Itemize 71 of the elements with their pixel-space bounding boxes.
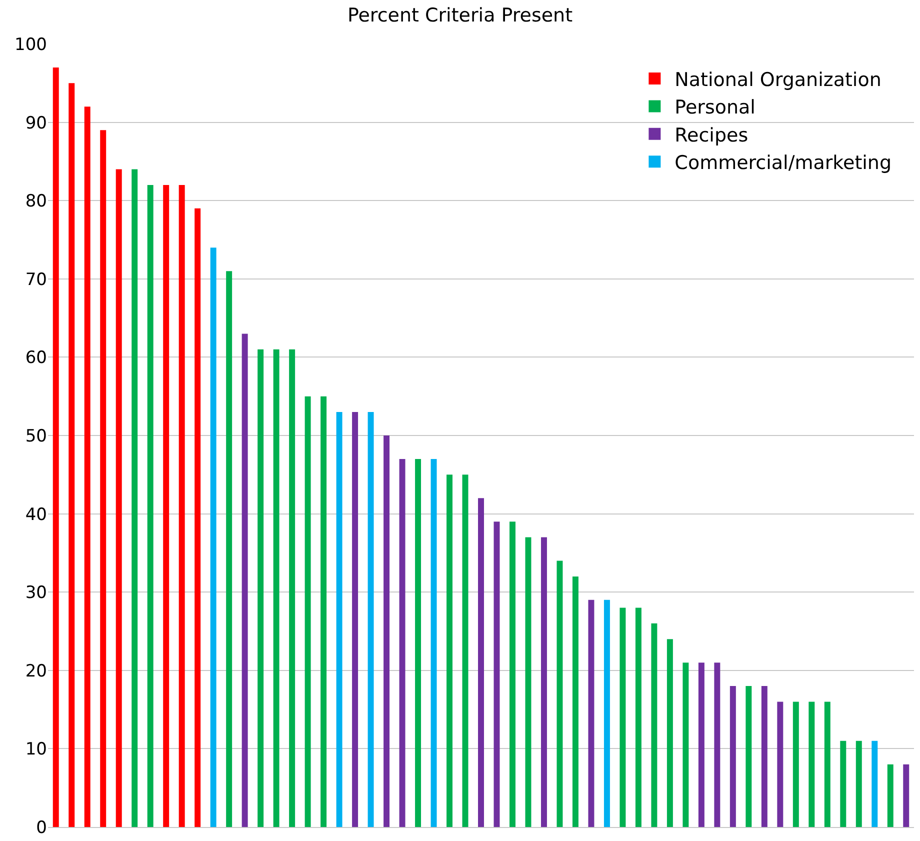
bar xyxy=(462,474,468,827)
bar xyxy=(289,349,296,827)
bar xyxy=(446,474,452,827)
bar xyxy=(651,623,658,827)
bar xyxy=(399,458,406,827)
bar xyxy=(368,412,374,827)
bar xyxy=(352,412,358,827)
bar xyxy=(761,686,768,827)
bar xyxy=(856,740,862,827)
y-tick-label: 10 xyxy=(25,740,47,760)
bar xyxy=(242,334,248,827)
y-tick-label: 100 xyxy=(14,34,47,55)
legend-label: National Organization xyxy=(674,68,882,91)
bar xyxy=(132,169,138,827)
bar xyxy=(840,740,846,827)
bar xyxy=(887,764,894,827)
legend-label: Commercial/marketing xyxy=(674,152,892,174)
bar xyxy=(808,702,815,827)
bar xyxy=(525,537,532,827)
y-tick-label: 90 xyxy=(25,113,47,134)
bar xyxy=(588,600,594,827)
bar xyxy=(147,184,154,827)
bar xyxy=(510,522,516,827)
bar xyxy=(116,169,122,827)
bar xyxy=(68,83,75,827)
y-tick-label: 30 xyxy=(25,583,47,604)
legend-label: Recipes xyxy=(674,124,748,146)
y-tick-label: 50 xyxy=(25,426,47,446)
bar xyxy=(572,576,578,827)
bar xyxy=(698,662,704,827)
bar xyxy=(210,248,216,827)
chart-title: Percent Criteria Present xyxy=(347,4,573,27)
bar xyxy=(194,208,201,827)
legend-label: Personal xyxy=(674,96,756,119)
bar xyxy=(100,130,106,827)
y-tick-label: 20 xyxy=(25,661,47,682)
bar xyxy=(320,396,327,827)
y-tick-label: 80 xyxy=(25,192,47,212)
bar xyxy=(730,686,736,827)
bar xyxy=(824,702,830,827)
bar xyxy=(872,740,878,827)
y-tick-label: 0 xyxy=(36,818,47,838)
bar xyxy=(258,349,264,827)
bar xyxy=(556,560,563,827)
bar xyxy=(792,702,799,827)
bar xyxy=(415,458,422,827)
bar xyxy=(84,106,90,827)
bar xyxy=(163,184,170,827)
bar xyxy=(620,608,626,827)
bar xyxy=(226,271,232,827)
bar xyxy=(682,662,689,827)
bar xyxy=(714,662,720,827)
bar xyxy=(494,522,500,827)
bar xyxy=(604,600,610,827)
bar xyxy=(273,349,280,827)
bar xyxy=(430,458,437,827)
bar xyxy=(384,436,390,827)
y-tick-label: 70 xyxy=(25,270,47,290)
bar xyxy=(304,396,311,827)
y-tick-label: 40 xyxy=(25,504,47,525)
bar xyxy=(666,639,673,827)
bar xyxy=(903,764,910,827)
bar xyxy=(777,702,784,827)
bar xyxy=(746,686,752,827)
bar xyxy=(540,537,547,827)
bar xyxy=(635,608,642,827)
bar xyxy=(52,67,59,827)
bar xyxy=(336,412,342,827)
y-tick-label: 60 xyxy=(25,348,47,368)
bar xyxy=(478,498,484,827)
bar xyxy=(178,184,185,827)
